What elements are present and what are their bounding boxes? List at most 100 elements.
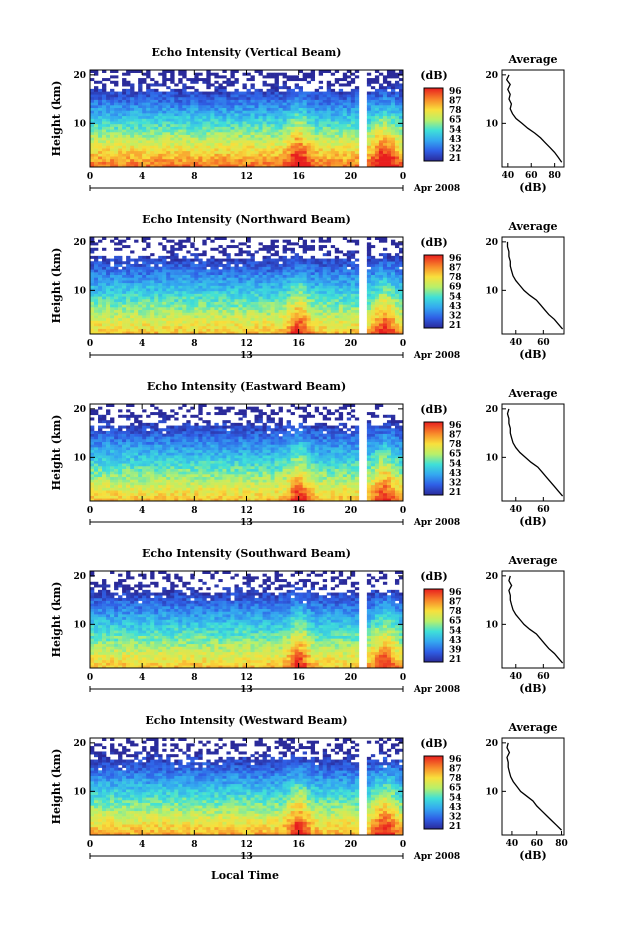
heatmap-cell <box>122 134 127 138</box>
heatmap-cell <box>182 123 187 127</box>
heatmap-cell <box>214 272 219 276</box>
heatmap-cell <box>294 86 299 90</box>
heatmap-cell <box>250 272 255 276</box>
heatmap-cell <box>90 323 95 327</box>
heatmap-cell <box>266 320 271 324</box>
heatmap-cell <box>298 153 303 157</box>
heatmap-cell <box>278 277 283 281</box>
heatmap-cell <box>286 110 291 114</box>
heatmap-cell <box>334 301 340 305</box>
heatmap-cell <box>150 290 155 294</box>
heatmap-cell <box>258 91 263 95</box>
heatmap-cell <box>394 288 400 292</box>
heatmap-cell <box>154 94 159 98</box>
heatmap-cell <box>394 123 400 127</box>
heatmap-cell <box>190 102 195 106</box>
heatmap-cell <box>246 153 251 157</box>
heatmap-cell <box>166 161 171 165</box>
heatmap-cell <box>234 70 239 73</box>
heatmap-cell <box>218 317 223 321</box>
heatmap-cell <box>338 126 344 130</box>
heatmap-cell <box>306 293 311 297</box>
heatmap-cell <box>214 123 219 127</box>
heatmap-cell <box>130 298 135 302</box>
heatmap-cell <box>382 317 388 321</box>
heatmap-cell <box>102 460 107 464</box>
heatmap-cell <box>114 148 119 152</box>
heatmap-cell <box>386 83 392 87</box>
heatmap-cell <box>138 320 143 324</box>
heatmap-cell <box>162 285 167 289</box>
heatmap-cell <box>354 242 360 246</box>
heatmap-cell <box>346 161 352 165</box>
heatmap-cell <box>198 123 203 127</box>
heatmap-cell <box>302 309 307 313</box>
heatmap-cell <box>306 304 311 308</box>
heatmap-cell <box>230 290 235 294</box>
heatmap-cell <box>214 274 219 278</box>
heatmap-cell <box>166 288 171 292</box>
heatmap-cell <box>254 320 259 324</box>
heatmap-cell <box>94 258 99 262</box>
heatmap-cell <box>178 298 183 302</box>
heatmap-cell <box>126 307 131 311</box>
heatmap-cell <box>142 121 147 125</box>
heatmap-cell <box>330 266 336 270</box>
heatmap-cell <box>122 99 127 103</box>
heatmap-cell <box>278 304 283 308</box>
heatmap-cell <box>198 153 203 157</box>
heatmap-cell <box>350 150 356 154</box>
heatmap-cell <box>290 331 295 335</box>
heatmap-cell <box>142 263 147 267</box>
heatmap-cell <box>222 269 227 273</box>
heatmap-cell <box>106 304 111 308</box>
heatmap-cell <box>386 70 392 73</box>
heatmap-cell <box>118 331 123 335</box>
heatmap-cell <box>302 123 307 127</box>
heatmap-cell <box>366 293 372 297</box>
heatmap-cell <box>354 328 360 332</box>
heatmap-cell <box>374 266 380 270</box>
heatmap-cell <box>394 266 400 270</box>
heatmap-cell <box>150 102 155 106</box>
heatmap-cell <box>298 91 303 95</box>
heatmap-cell <box>394 153 400 157</box>
heatmap-cell <box>322 156 328 160</box>
heatmap-cell <box>322 158 328 162</box>
day-label: 13 <box>240 351 253 361</box>
heatmap-cell <box>98 134 103 138</box>
heatmap-cell <box>254 110 259 114</box>
heatmap-cell <box>334 134 340 138</box>
heatmap-cell <box>90 487 95 491</box>
heatmap-cell <box>386 320 392 324</box>
heatmap-cell <box>90 126 95 130</box>
heatmap-cell <box>94 118 99 122</box>
heatmap-cell <box>162 296 167 300</box>
heatmap-cell <box>162 102 167 106</box>
heatmap-cell <box>182 145 187 149</box>
heatmap-cell <box>90 137 95 141</box>
heatmap-cell <box>146 142 151 146</box>
heatmap-cell <box>182 325 187 329</box>
heatmap-cell <box>262 247 267 251</box>
heatmap-cell <box>162 156 167 160</box>
heatmap-cell <box>154 145 159 149</box>
heatmap-cell <box>270 145 275 149</box>
heatmap-cell <box>134 323 139 327</box>
heatmap-cell <box>290 317 295 321</box>
heatmap-cell <box>270 126 275 130</box>
heatmap-cell <box>162 83 167 87</box>
heatmap-cell <box>370 269 376 273</box>
heatmap-cell <box>102 315 107 319</box>
heatmap-cell <box>334 323 340 327</box>
heatmap-cell <box>330 121 336 125</box>
heatmap-cell <box>222 121 227 125</box>
heatmap-cell <box>306 156 311 160</box>
colorbar-tick: 21 <box>449 321 462 331</box>
heatmap-cell <box>294 258 299 262</box>
heatmap-cell <box>314 161 320 165</box>
heatmap-cell <box>298 164 303 168</box>
heatmap-cell <box>374 158 380 162</box>
heatmap-cell <box>334 285 340 289</box>
heatmap-cell <box>118 263 123 267</box>
